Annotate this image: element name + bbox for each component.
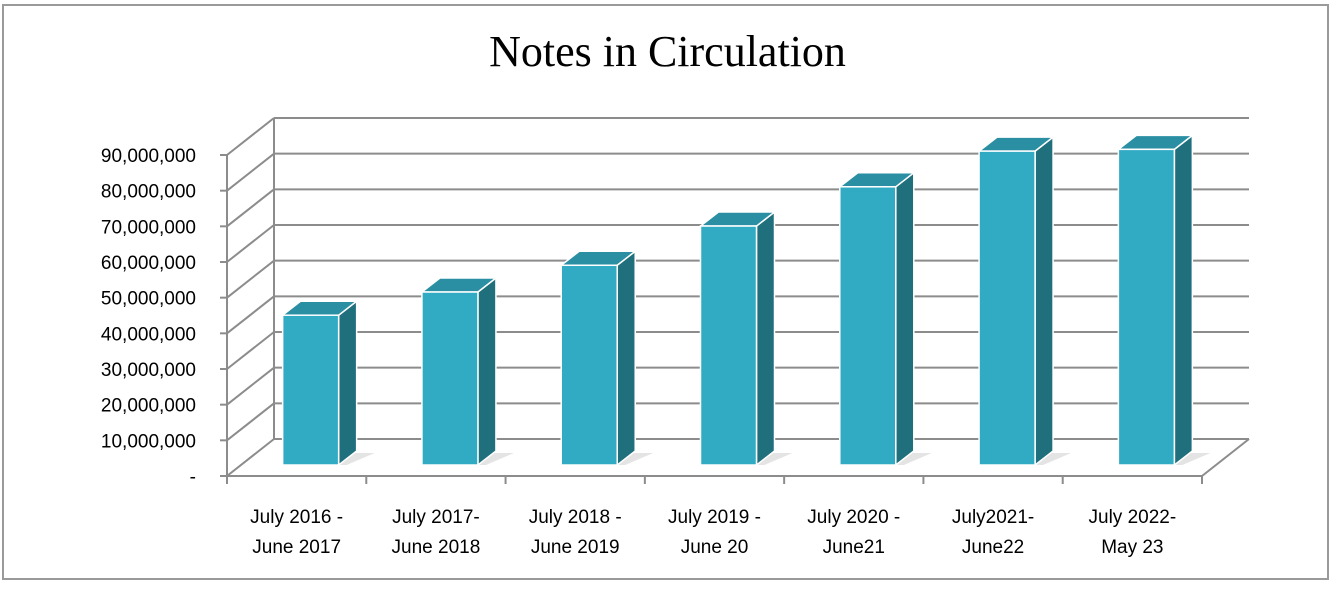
x-tick-label: May 23 <box>1101 537 1163 558</box>
bar-side <box>1034 135 1054 467</box>
bar <box>1117 148 1176 466</box>
bar-side <box>1173 133 1194 467</box>
grid-connector <box>226 438 275 477</box>
grid-connector <box>226 331 275 370</box>
x-tick-label: July2021- <box>952 507 1034 528</box>
chart-title: Notes in Circulation <box>489 27 846 76</box>
x-tick-label: July 2016 - <box>250 507 343 528</box>
grid-connector <box>226 188 275 228</box>
bar <box>699 225 758 466</box>
bar <box>281 314 340 466</box>
floor-edge <box>1201 438 1250 477</box>
grid-connector <box>226 295 275 335</box>
grid-connector <box>226 366 275 406</box>
x-tick-label: June 2017 <box>252 537 341 558</box>
grid-connector <box>226 402 275 442</box>
bar-side <box>895 171 915 467</box>
bar-side <box>477 276 497 467</box>
x-tick-label: June21 <box>823 537 885 558</box>
grid-connector <box>226 224 275 263</box>
y-tick-label: 70,000,000 <box>101 217 196 238</box>
bar <box>839 186 897 466</box>
x-tick-label: July 2022- <box>1089 507 1177 528</box>
y-tick-label: 10,000,000 <box>101 431 196 452</box>
x-tick-label: July 2018 - <box>529 507 622 528</box>
x-tick-label: June 2018 <box>392 537 481 558</box>
x-tick-label: July 2019 - <box>668 507 761 528</box>
y-tick-label: 50,000,000 <box>101 289 196 310</box>
grid-connector <box>226 259 275 299</box>
x-tick-label: June22 <box>962 537 1024 558</box>
chart-frame <box>2 4 1329 580</box>
x-tick-label: July 2020 - <box>807 507 900 528</box>
y-tick-label: 20,000,000 <box>101 396 196 417</box>
grid-connector <box>226 117 275 156</box>
x-tick-label: June 20 <box>681 537 749 558</box>
y-tick-label: 40,000,000 <box>101 324 196 345</box>
bar-side <box>337 299 358 467</box>
bar <box>421 291 479 466</box>
y-tick-label: 30,000,000 <box>101 360 196 381</box>
bar-side <box>616 249 636 467</box>
y-tick-label: 90,000,000 <box>101 146 196 167</box>
x-tick-label: June 2019 <box>531 537 620 558</box>
y-tick-label: 60,000,000 <box>101 253 196 274</box>
bar <box>560 264 618 466</box>
bar-side <box>755 210 776 467</box>
y-tick-label: - <box>190 467 196 488</box>
y-tick-label: 80,000,000 <box>101 182 196 203</box>
bar <box>978 150 1036 466</box>
grid-connector <box>226 152 275 192</box>
x-tick-label: July 2017- <box>392 507 480 528</box>
